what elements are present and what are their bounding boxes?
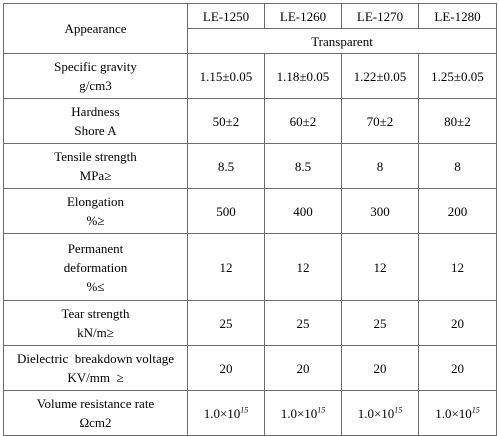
property-label-line: Hardness (71, 104, 120, 119)
property-label-line: Elongation (66, 194, 125, 209)
property-label-line: deformation (63, 259, 128, 275)
property-unit-line: %≥ (86, 213, 105, 228)
property-label: Specific gravity g/cm3 (3, 53, 188, 99)
property-label: Dielectric breakdown voltage KV/mm ≥ (3, 345, 188, 391)
property-label: Volume resistance rate Ωcm2 (3, 390, 188, 436)
property-label-line: Dielectric breakdown voltage (16, 351, 174, 366)
value-cell: 25 (187, 300, 265, 346)
value-cell: 12 (418, 233, 497, 301)
value-cell: 20 (418, 345, 497, 391)
value-cell: 1.25±0.05 (418, 53, 497, 99)
value-cell: 12 (187, 233, 265, 301)
property-unit-line: kN/m≥ (77, 325, 114, 340)
appearance-value: Transparent (187, 28, 497, 54)
property-label-line: Tensile strength (54, 149, 137, 164)
value-cell: 70±2 (341, 98, 419, 144)
property-unit-line: Ωcm2 (79, 415, 112, 430)
value-cell: 12 (264, 233, 342, 301)
property-label-line: Tear strength (61, 306, 130, 321)
value-cell: 20 (341, 345, 419, 391)
spec-table-container: Appearance LE-1250 LE-1260 LE-1270 LE-12… (3, 3, 497, 436)
value-cell: 400 (264, 188, 342, 234)
value-cell: 1.0×1015 (418, 390, 497, 436)
property-label: Elongation %≥ (3, 188, 188, 234)
value-cell: 50±2 (187, 98, 265, 144)
value-cell: 500 (187, 188, 265, 234)
appearance-label: Appearance (3, 3, 188, 54)
spec-table: Appearance LE-1250 LE-1260 LE-1270 LE-12… (3, 3, 497, 436)
table-row: Permanent deformation %≤ 12 12 12 12 (3, 233, 497, 301)
value-cell: 300 (341, 188, 419, 234)
property-label: Tear strength kN/m≥ (3, 300, 188, 346)
property-unit-line: %≤ (86, 278, 105, 294)
header-row: Appearance LE-1250 LE-1260 LE-1270 LE-12… (3, 3, 497, 54)
property-label: Hardness Shore A (3, 98, 188, 144)
property-unit-line: KV/mm ≥ (67, 370, 124, 385)
appearance-row: Transparent (4, 28, 497, 54)
property-label: Permanent deformation %≤ (3, 233, 188, 301)
value-cell: 1.0×1015 (264, 390, 342, 436)
table-row: Tensile strength MPa≥ 8.5 8.5 8 8 (3, 143, 497, 189)
value-cell: 200 (418, 188, 497, 234)
value-cell: 1.15±0.05 (187, 53, 265, 99)
value-cell: 1.18±0.05 (264, 53, 342, 99)
value-cell: 25 (264, 300, 342, 346)
value-cell: 25 (341, 300, 419, 346)
value-cell: 1.0×1015 (187, 390, 265, 436)
value-cell: 8.5 (187, 143, 265, 189)
table-row: Dielectric breakdown voltage KV/mm ≥ 20 … (3, 345, 497, 391)
value-cell: 8 (341, 143, 419, 189)
property-label-line: Permanent (67, 240, 124, 256)
value-cell: 8.5 (264, 143, 342, 189)
model-header: LE-1280 (418, 3, 497, 29)
property-label-line: Volume resistance rate (36, 396, 155, 411)
value-cell: 80±2 (418, 98, 497, 144)
property-label-line: Specific gravity (54, 59, 137, 74)
table-row: Volume resistance rate Ωcm2 1.0×1015 1.0… (3, 390, 497, 436)
value-cell: 1.0×1015 (341, 390, 419, 436)
value-cell: 20 (187, 345, 265, 391)
value-cell: 60±2 (264, 98, 342, 144)
table-row: Hardness Shore A 50±2 60±2 70±2 80±2 (3, 98, 497, 144)
property-label: Tensile strength MPa≥ (3, 143, 188, 189)
property-unit-line: Shore A (74, 123, 117, 138)
value-cell: 1.22±0.05 (341, 53, 419, 99)
table-row: Tear strength kN/m≥ 25 25 25 20 (3, 300, 497, 346)
property-unit-line: MPa≥ (79, 168, 112, 183)
model-header: LE-1270 (341, 3, 419, 29)
value-cell: 8 (418, 143, 497, 189)
value-cell: 20 (418, 300, 497, 346)
value-cell: 12 (341, 233, 419, 301)
property-unit-line: g/cm3 (79, 78, 112, 93)
table-row: Elongation %≥ 500 400 300 200 (3, 188, 497, 234)
model-header: LE-1260 (264, 3, 342, 29)
value-cell: 20 (264, 345, 342, 391)
model-header: LE-1250 (187, 3, 265, 29)
table-row: Specific gravity g/cm3 1.15±0.05 1.18±0.… (3, 53, 497, 99)
